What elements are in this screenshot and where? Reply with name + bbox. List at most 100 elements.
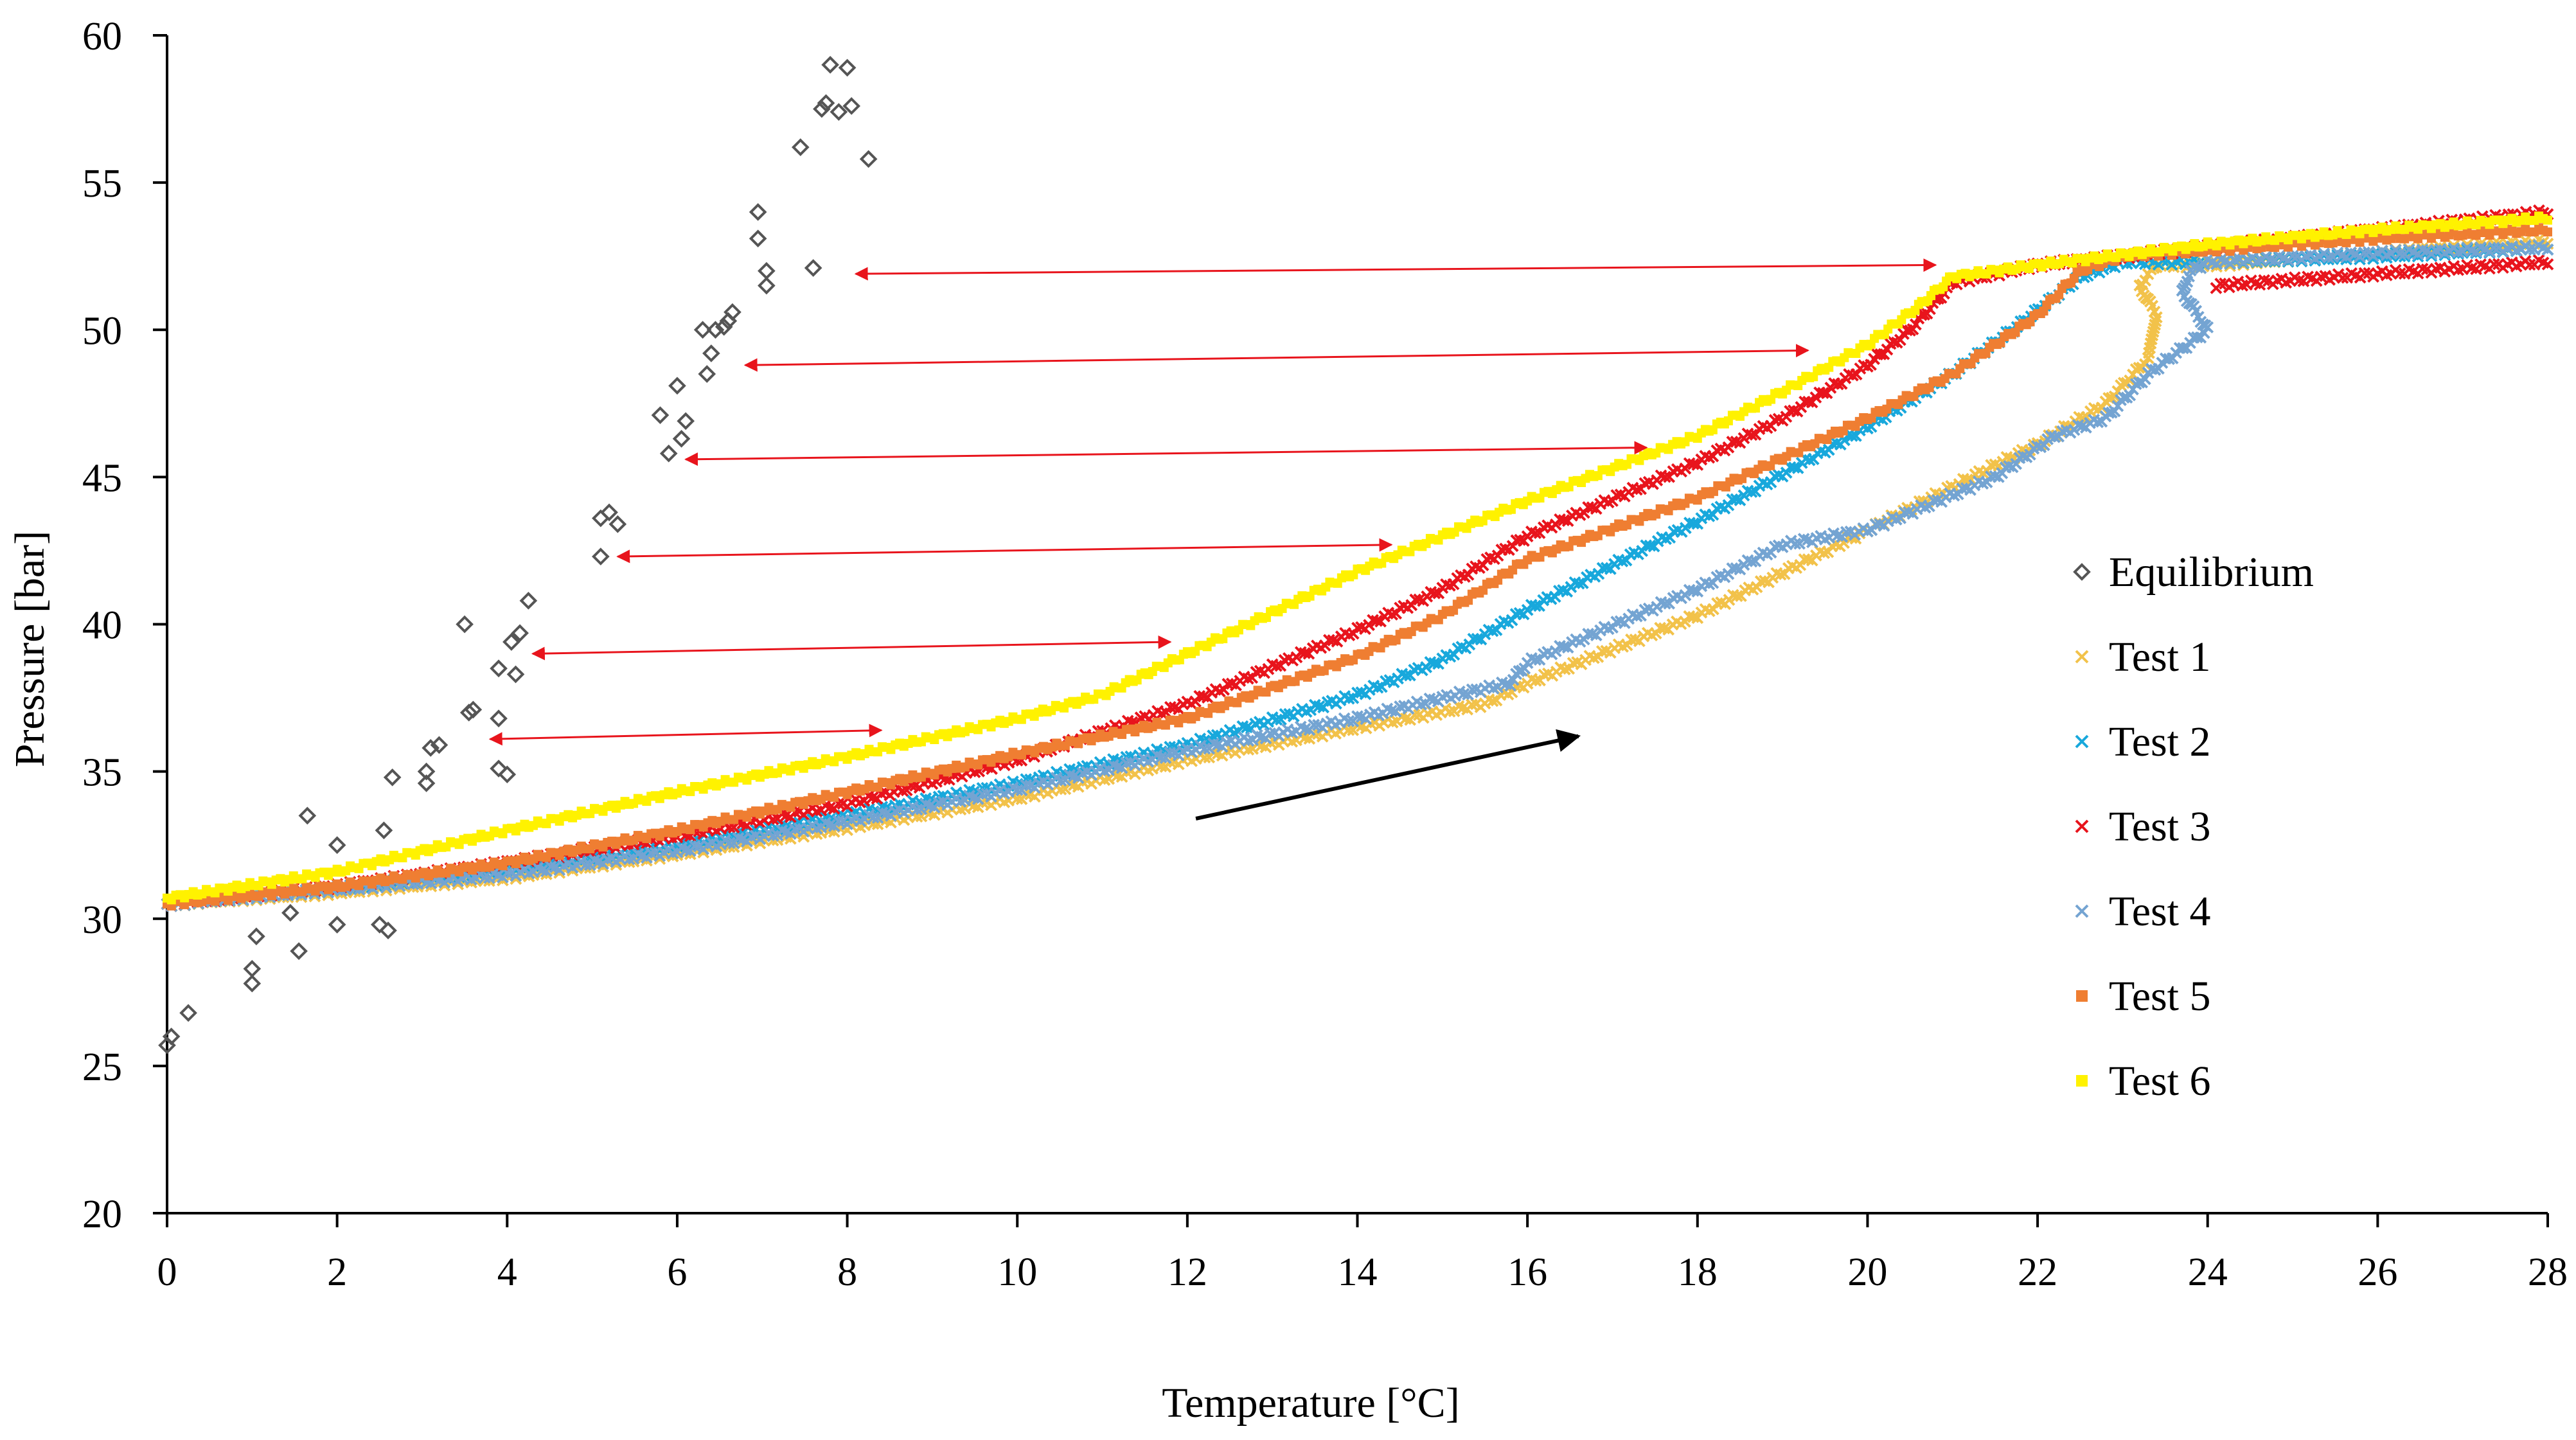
data-point <box>804 259 822 277</box>
data-point <box>842 97 861 115</box>
y-tick-label: 55 <box>82 162 122 206</box>
data-point <box>592 509 610 528</box>
data-point <box>758 276 776 295</box>
data-point <box>502 633 520 651</box>
data-point <box>417 774 436 792</box>
y-tick-label: 20 <box>82 1193 122 1236</box>
y-tick-label: 30 <box>82 898 122 942</box>
data-point <box>506 665 525 684</box>
data-point <box>1817 387 1829 399</box>
data-point <box>2190 331 2203 344</box>
data-point <box>2124 374 2136 387</box>
legend-label: Test 6 <box>2109 1058 2211 1105</box>
data-point <box>1730 435 1743 448</box>
y-ticks: 20 25 30 35 40 45 50 55 60 <box>82 15 167 1236</box>
data-point <box>459 704 478 722</box>
data-point <box>2124 389 2136 402</box>
data-point <box>832 815 845 828</box>
y-tick-label: 40 <box>82 604 122 648</box>
data-point <box>1845 429 1858 442</box>
data-point <box>2191 261 2204 274</box>
x-tick-label: 24 <box>2188 1250 2228 1294</box>
data-point <box>1342 692 1355 705</box>
double-arrow-annotation <box>743 344 1809 372</box>
data-point <box>1745 555 1758 568</box>
legend-marker <box>2076 1075 2088 1087</box>
data-point <box>2166 352 2179 365</box>
data-point <box>1840 526 1852 538</box>
x-tick-label: 20 <box>1847 1250 1887 1294</box>
data-point <box>698 365 716 383</box>
data-point <box>1466 683 1479 696</box>
data-point <box>600 503 618 522</box>
data-point <box>2543 227 2552 236</box>
data-point <box>2523 258 2536 271</box>
data-point <box>608 515 627 533</box>
y-tick-label: 25 <box>82 1045 122 1089</box>
data-point <box>651 406 670 424</box>
data-point <box>2214 278 2227 290</box>
data-point <box>702 344 720 362</box>
data-point <box>2293 274 2305 287</box>
data-point <box>2336 271 2349 284</box>
trend-arrow-annotation <box>1195 729 1581 821</box>
x-tick-label: 6 <box>667 1250 687 1294</box>
data-point <box>2322 251 2335 263</box>
data-point <box>1457 688 1470 700</box>
data-point <box>1279 707 1292 720</box>
data-point <box>1894 333 1906 346</box>
data-point <box>379 921 397 939</box>
data-point <box>1789 537 1802 550</box>
data-point <box>490 760 508 778</box>
data-point <box>1802 553 1815 565</box>
data-point <box>2358 267 2371 280</box>
data-point <box>1120 756 1133 769</box>
x-tick-label: 4 <box>497 1250 517 1294</box>
data-point <box>867 811 880 824</box>
data-point <box>375 821 393 840</box>
data-point <box>328 916 346 934</box>
data-point <box>813 100 831 118</box>
data-point <box>2358 246 2370 259</box>
data-point <box>464 700 483 719</box>
data-point <box>2488 258 2500 271</box>
data-point <box>2541 244 2554 256</box>
legend-label: Equilibrium <box>2109 549 2314 596</box>
data-point <box>417 762 436 781</box>
x-ticks: 0 2 4 6 8 10 12 14 16 18 20 22 24 26 28 <box>157 1213 2568 1294</box>
data-point <box>859 150 878 168</box>
data-point <box>162 1027 181 1045</box>
data-point <box>290 942 308 960</box>
legend-label: Test 3 <box>2109 803 2211 850</box>
data-point <box>243 959 262 978</box>
legend: Equilibrium Test 1 Test 2 Test 3 Test 4 Test … <box>2073 549 2314 1105</box>
data-point <box>1658 597 1671 610</box>
data-point <box>1687 517 1700 529</box>
data-point <box>1155 760 1168 772</box>
data-point <box>838 58 857 77</box>
data-point <box>1787 404 1800 417</box>
data-point <box>1155 751 1168 764</box>
double-arrow-annotation <box>616 538 1393 564</box>
data-point <box>821 55 839 74</box>
data-point <box>1865 359 1877 371</box>
y-tick-label: 60 <box>82 15 122 58</box>
data-point <box>976 788 989 801</box>
data-point <box>479 871 491 884</box>
data-point <box>2523 243 2536 256</box>
data-point <box>2092 416 2104 429</box>
data-point <box>672 429 691 448</box>
data-point <box>1514 533 1527 546</box>
data-point <box>767 830 779 842</box>
data-point <box>1299 646 1311 659</box>
data-point <box>1351 710 1364 723</box>
data-point <box>1270 713 1283 726</box>
series-test-4 <box>161 239 2554 912</box>
data-point <box>715 317 733 336</box>
data-point <box>1198 742 1211 755</box>
data-point <box>456 615 474 634</box>
series-equilibrium <box>158 55 878 1054</box>
data-point <box>2488 242 2500 254</box>
double-arrow-annotation <box>684 441 1648 467</box>
